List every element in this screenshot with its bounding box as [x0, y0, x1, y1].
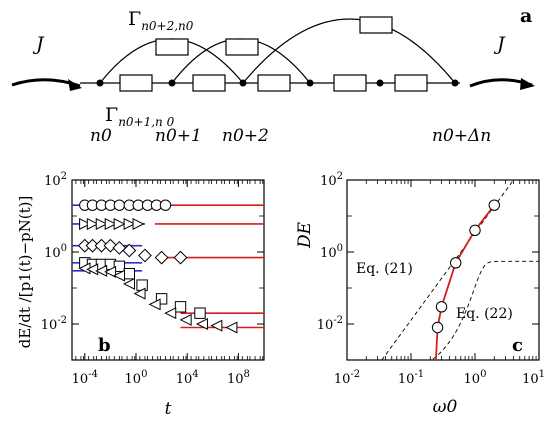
x-tick-label: 101 — [522, 369, 545, 387]
gamma-top-label: Γn0+2,n0 — [128, 8, 194, 33]
chain-resistor — [257, 74, 291, 92]
triangle-left-marker — [86, 263, 99, 276]
x-tick-label: 10-1 — [398, 369, 424, 387]
chain-resistor — [333, 74, 367, 92]
panel-b-xlabel: t — [165, 399, 172, 419]
square-marker — [123, 267, 136, 280]
chain-resistor — [192, 74, 226, 92]
data-point — [435, 301, 448, 313]
x-tick-label: 10-4 — [72, 369, 98, 387]
panel-c: DE ω0 c Eq. (21) Eq. (22) 10-2 10-1 100 101… — [295, 171, 545, 417]
panel-b-ylabel: dE/dt /[p1(t)−pN(t)] — [16, 196, 34, 349]
diamond-marker — [112, 240, 127, 255]
diamond-marker — [173, 250, 188, 265]
panel-b-frame — [71, 179, 265, 361]
site-label: n0+2 — [222, 126, 269, 146]
node — [376, 79, 384, 87]
square-marker — [194, 307, 206, 319]
arc-resistor — [155, 38, 189, 56]
arrow-out-head — [520, 78, 535, 90]
circle-marker — [159, 199, 172, 211]
data-point — [450, 257, 462, 269]
circle-marker — [113, 199, 126, 211]
square-marker — [136, 279, 148, 291]
chain-resistor — [394, 74, 428, 92]
triangle-right-marker — [113, 217, 126, 230]
x-tick-label: 10-2 — [334, 369, 360, 387]
panel-b-label: b — [98, 335, 111, 356]
triangle-right-marker — [79, 217, 92, 230]
data-point — [469, 224, 481, 237]
x-tick-label: 104 — [176, 369, 199, 387]
chain-resistor — [119, 74, 153, 92]
fit-curve — [435, 204, 496, 361]
arrow-in-head — [68, 79, 82, 91]
triangle-left-marker — [179, 313, 192, 326]
y-tick-label: 100 — [44, 243, 67, 261]
triangle-left-marker — [195, 317, 208, 331]
triangle-right-marker — [104, 217, 117, 230]
y-tick-label: 100 — [320, 243, 343, 261]
triangle-left-marker — [164, 307, 177, 320]
panel-c-xlabel: ω0 — [433, 397, 458, 417]
diamond-marker — [138, 248, 152, 263]
triangle-right-marker — [95, 217, 108, 230]
gamma-bottom-label: Γn0+1,n 0 — [105, 104, 175, 129]
triangle-right-marker — [123, 217, 136, 230]
site-label: n0+Δn — [432, 126, 491, 146]
square-marker — [113, 260, 126, 273]
node — [306, 79, 314, 87]
square-marker — [155, 293, 168, 305]
y-tick-label: 102 — [44, 171, 67, 189]
data-point — [431, 321, 444, 334]
arc-resistor — [225, 38, 259, 56]
arc-long — [242, 18, 456, 84]
node — [96, 79, 104, 87]
node — [168, 79, 176, 87]
site-label: n0 — [90, 126, 112, 146]
x-tick-label: 108 — [227, 369, 250, 387]
panel-c-frame — [346, 179, 540, 361]
current-label-right: J — [493, 33, 506, 55]
panel-c-ylabel: DE — [295, 221, 315, 249]
square-marker — [174, 301, 187, 313]
triangle-left-marker — [148, 298, 161, 311]
triangle-left-marker — [225, 321, 238, 334]
triangle-left-marker — [122, 277, 136, 290]
x-tick-label: 100 — [125, 369, 148, 387]
y-tick-label: 10-2 — [41, 315, 67, 333]
triangle-right-marker — [86, 217, 99, 230]
triangle-left-marker — [210, 319, 223, 332]
panel-c-label: c — [512, 335, 523, 356]
triangle-left-marker — [133, 287, 146, 300]
panel-b: dE/dt /[p1(t)−pN(t)] t b 10-4 100 104 108 10… — [16, 171, 265, 419]
node — [451, 79, 459, 87]
current-label-left: J — [32, 33, 45, 55]
data-point — [488, 199, 500, 211]
y-tick-label: 102 — [320, 171, 343, 189]
eq21-annotation: Eq. (21) — [356, 261, 413, 277]
diamond-marker — [154, 250, 169, 265]
panel-a: a J J Γn0+2,n0 Γn0+1,n 0 — [11, 5, 535, 146]
arc-resistor — [359, 16, 393, 34]
node — [239, 79, 247, 87]
triangle-left-marker — [104, 265, 117, 278]
triangle-left-marker — [113, 269, 126, 282]
panel-a-label: a — [520, 5, 532, 27]
x-tick-label: 100 — [464, 369, 487, 387]
diamond-marker — [122, 243, 137, 258]
eq22-annotation: Eq. (22) — [456, 306, 513, 322]
y-tick-label: 10-2 — [317, 315, 343, 333]
triangle-right-marker — [132, 217, 145, 230]
site-label: n0+1 — [155, 126, 202, 146]
